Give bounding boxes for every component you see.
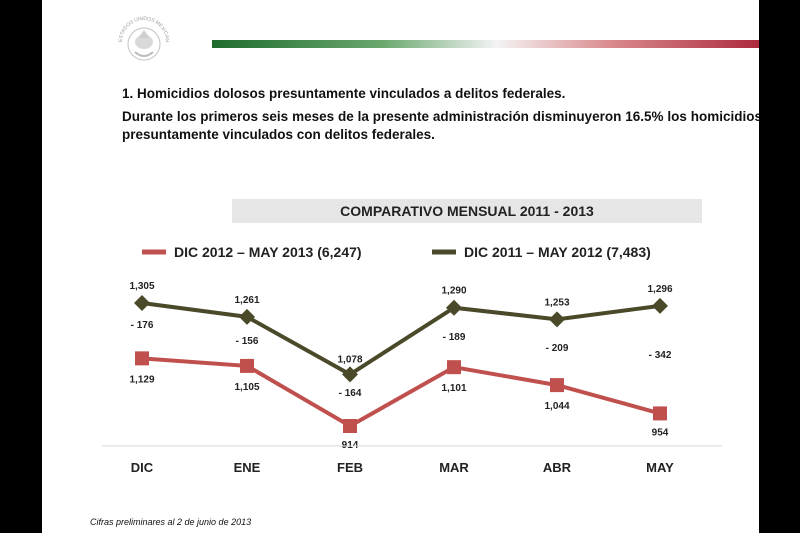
data-label: 1,105 [234,382,259,393]
data-label: 1,290 [441,286,466,297]
data-label: 1,129 [129,374,154,385]
legend-label-2: DIC 2011 – MAY 2012 (7,483) [464,244,651,260]
difference-label: - 209 [546,343,569,354]
difference-label: - 189 [443,332,466,343]
data-point [240,358,254,373]
difference-label: - 176 [131,320,154,331]
difference-label: - 156 [236,336,259,347]
data-point [134,295,150,311]
line-chart: DIC 2012 – MAY 2013 (6,247) DIC 2011 – MA… [102,244,722,475]
x-tick-label: ABR [543,460,572,475]
data-point [239,308,255,325]
data-label: 1,044 [544,401,569,412]
difference-label: - 164 [339,388,362,399]
chart-title: COMPARATIVO MENSUAL 2011 - 2013 [232,199,702,223]
legend-label-1: DIC 2012 – MAY 2013 (6,247) [174,244,362,260]
data-point [343,419,357,433]
data-label: 1,253 [544,297,569,308]
mexico-coat-of-arms-icon: ESTADOS UNIDOS MEXICANOS [112,8,170,61]
series-line-1 [141,356,661,429]
data-point [446,299,462,316]
x-tick-label: FEB [337,460,363,475]
data-label: 1,101 [441,383,466,394]
data-label: 1,296 [647,284,672,295]
data-point [135,351,149,366]
x-tick-label: MAY [646,460,674,475]
data-point [549,311,565,328]
flag-color-bar [212,40,759,48]
slide: ESTADOS UNIDOS MEXICANOS 1. Homicidios d… [42,0,759,533]
data-label: 1,078 [337,354,362,365]
data-point [652,297,668,314]
x-tick-label: DIC [131,460,154,475]
series-line-2 [141,301,661,377]
summary-text: Durante los primeros seis meses de la pr… [122,109,759,143]
data-point [550,378,564,393]
x-tick-label: MAR [439,460,469,475]
data-label: 954 [652,427,669,438]
section-heading: 1. Homicidios dolosos presuntamente vinc… [122,86,566,101]
data-point [342,366,358,383]
data-label: 1,261 [234,295,259,306]
x-tick-label: ENE [234,460,261,475]
footnote: Cifras preliminares al 2 de junio de 201… [90,517,252,527]
data-point [653,406,667,421]
data-point [447,360,461,375]
data-label: 1,305 [129,281,154,292]
difference-label: - 342 [649,350,672,361]
